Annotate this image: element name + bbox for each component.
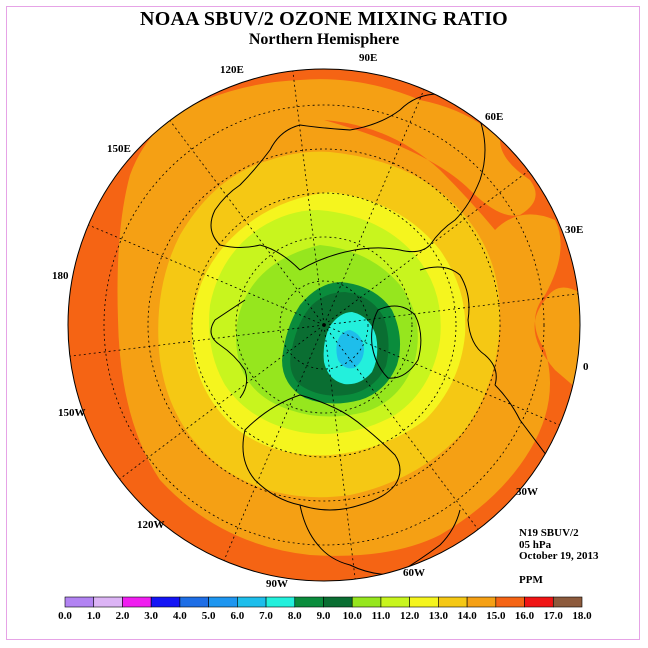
- colorbar-swatch: [208, 596, 238, 608]
- map-boundary: [67, 68, 581, 582]
- colorbar-swatch: [150, 596, 181, 608]
- colorbar-tick-label: 5.0: [202, 610, 216, 622]
- colorbar-tick-label: 0.0: [58, 610, 72, 622]
- colorbar-tick-label: 16.0: [515, 610, 535, 622]
- colorbar-swatch: [237, 596, 267, 608]
- lon-label-0: 0: [583, 361, 589, 373]
- central-america-coast: [299, 504, 396, 576]
- asia-coast: [269, 93, 486, 271]
- colorbar-tick-label: 12.0: [400, 610, 420, 622]
- north-america-coast: [242, 394, 401, 511]
- colorbar-swatch: [93, 596, 123, 608]
- lon-label-120e: 120E: [220, 64, 244, 76]
- greenland-coast: [371, 305, 422, 379]
- colorbar-swatch: [466, 596, 497, 608]
- colorbar-tick-label: 6.0: [230, 610, 244, 622]
- lon-label-60w: 60W: [403, 567, 425, 579]
- colorbar-swatch: [351, 596, 382, 608]
- colorbar-tick-label: 3.0: [144, 610, 158, 622]
- colorbar-tick-label: 2.0: [116, 610, 130, 622]
- lon-label-90w: 90W: [266, 578, 288, 590]
- graticule: [69, 70, 579, 580]
- colorbar-tick-label: 13.0: [429, 610, 449, 622]
- colorbar-tick-label: 8.0: [288, 610, 302, 622]
- lat-60-circle: [191, 192, 457, 458]
- lat-40-circle: [103, 104, 545, 546]
- colorbar: [64, 596, 583, 608]
- instrument-label: N19 SBUV/2: [519, 527, 579, 539]
- alaska-coast: [210, 299, 248, 399]
- lon-label-120w: 120W: [137, 519, 165, 531]
- colorbar-tick-label: 17.0: [544, 610, 564, 622]
- lon-label-30w: 30W: [516, 486, 538, 498]
- lon-label-150e: 150E: [107, 143, 131, 155]
- colorbar-swatch: [179, 596, 209, 608]
- colorbar-swatch: [323, 596, 353, 608]
- colorbar-swatch: [122, 596, 152, 608]
- lon-label-150w: 150W: [58, 407, 86, 419]
- page-subtitle: Northern Hemisphere: [248, 31, 400, 48]
- lon-label-90e: 90E: [359, 52, 377, 64]
- date-label: October 19, 2013: [519, 550, 599, 562]
- level-label: 05 hPa: [519, 539, 552, 551]
- colorbar-swatch: [265, 596, 296, 608]
- band-6-7: [336, 330, 364, 369]
- page-title: NOAA SBUV/2 OZONE MIXING RATIO: [140, 8, 508, 30]
- longitude-labels: 0 30E 60E 90E 120E 150E 180 150W 120W 90…: [52, 52, 589, 590]
- colorbar-tick-label: 1.0: [87, 610, 101, 622]
- lat-80-circle: [279, 280, 369, 370]
- colorbar-tick-label: 10.0: [343, 610, 363, 622]
- units-label: PPM: [519, 574, 543, 586]
- lon-label-180: 180: [52, 270, 69, 282]
- colorbar-tick-label: 4.0: [173, 610, 187, 622]
- lon-label-30e: 30E: [565, 224, 583, 236]
- colorbar-swatch: [380, 596, 410, 608]
- figure-frame: [6, 6, 640, 640]
- colorbar-swatch: [294, 596, 324, 608]
- ozone-field: [68, 69, 580, 581]
- colorbar-ticks: 0.0 1.0 2.0 3.0 4.0 5.0 6.0 7.0 8.0 9.0 10.0 11.0 12…: [58, 610, 592, 622]
- lon-label-60e: 60E: [485, 111, 503, 123]
- europe-coast: [419, 266, 497, 386]
- colorbar-swatch: [524, 596, 554, 608]
- colorbar-tick-label: 9.0: [317, 610, 331, 622]
- colorbar-swatch: [552, 596, 583, 608]
- colorbar-tick-label: 7.0: [259, 610, 273, 622]
- colorbar-swatch: [495, 596, 525, 608]
- colorbar-tick-label: 18.0: [572, 610, 592, 622]
- colorbar-swatch: [409, 596, 439, 608]
- colorbar-swatch: [438, 596, 468, 608]
- colorbar-tick-label: 15.0: [486, 610, 506, 622]
- east-asia-coast: [210, 149, 301, 271]
- colorbar-tick-label: 14.0: [457, 610, 477, 622]
- lat-50-circle: [147, 148, 501, 502]
- colorbar-tick-label: 11.0: [372, 610, 391, 622]
- lat-70-circle: [235, 236, 413, 414]
- colorbar-swatch: [64, 596, 95, 608]
